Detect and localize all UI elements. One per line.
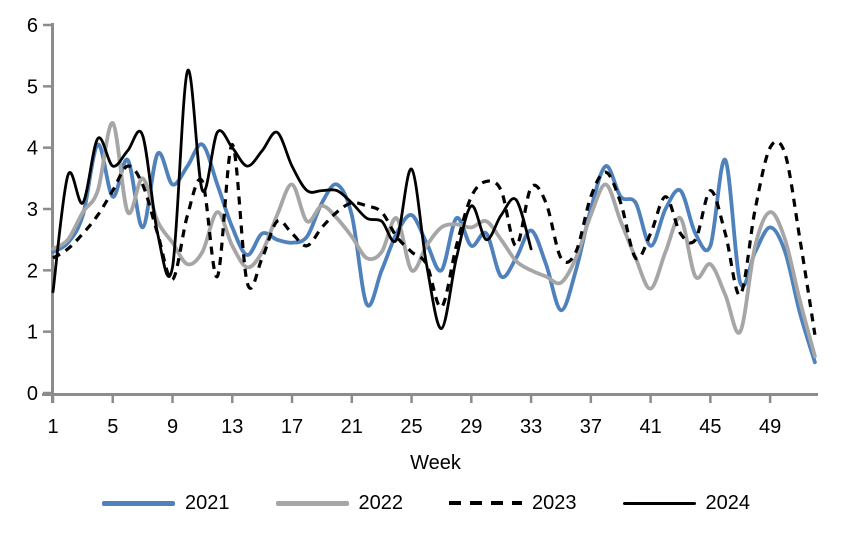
x-axis-tick-label: 37 (580, 416, 602, 438)
legend-label-2023: 2023 (532, 492, 577, 514)
legend-swatch-2022 (275, 500, 349, 506)
legend-item-2022: 2022 (275, 490, 404, 516)
x-axis-tick-label: 21 (341, 416, 363, 438)
y-axis-tick-label: 3 (27, 199, 38, 221)
legend-label-2024: 2024 (705, 492, 751, 514)
legend-swatch-2021 (102, 500, 175, 506)
x-axis-tick-label: 29 (460, 416, 482, 438)
legend-label-2022: 2022 (358, 492, 404, 514)
series-line-2022 (51, 121, 817, 359)
series-line-2021 (51, 142, 817, 365)
x-axis-title: Week (410, 452, 461, 474)
legend-item-2023: 2023 (449, 490, 577, 516)
y-axis-tick-label: 1 (27, 322, 38, 344)
legend-label-2021: 2021 (185, 492, 230, 514)
series-line-2023 (52, 139, 817, 335)
legend-swatch-2023 (449, 501, 522, 505)
x-axis-tick-label: 25 (400, 416, 422, 438)
y-axis-tick-label: 5 (27, 76, 38, 98)
x-axis-tick-label: 49 (759, 416, 781, 438)
x-axis-tick-label: 5 (107, 416, 118, 438)
y-axis-tick-label: 4 (27, 138, 38, 160)
y-axis-tick-label: 6 (27, 15, 38, 37)
legend: 2021 2022 2023 2024 (0, 490, 852, 516)
x-axis-tick-label: 17 (281, 416, 303, 438)
legend-item-2024: 2024 (622, 490, 751, 516)
legend-swatch-2024 (622, 501, 696, 505)
x-axis-tick-label: 1 (47, 416, 58, 438)
legend-item-2021: 2021 (102, 490, 230, 516)
x-axis-tick-label: 13 (221, 416, 243, 438)
x-axis-tick-label: 9 (167, 416, 178, 438)
x-axis-tick-label: 41 (639, 416, 661, 438)
x-axis-tick-label: 45 (699, 416, 721, 438)
y-axis-tick-label: 0 (27, 383, 38, 405)
x-axis-tick-label: 33 (520, 416, 542, 438)
y-axis-tick-label: 2 (27, 260, 38, 282)
series-line-2024 (51, 68, 533, 331)
